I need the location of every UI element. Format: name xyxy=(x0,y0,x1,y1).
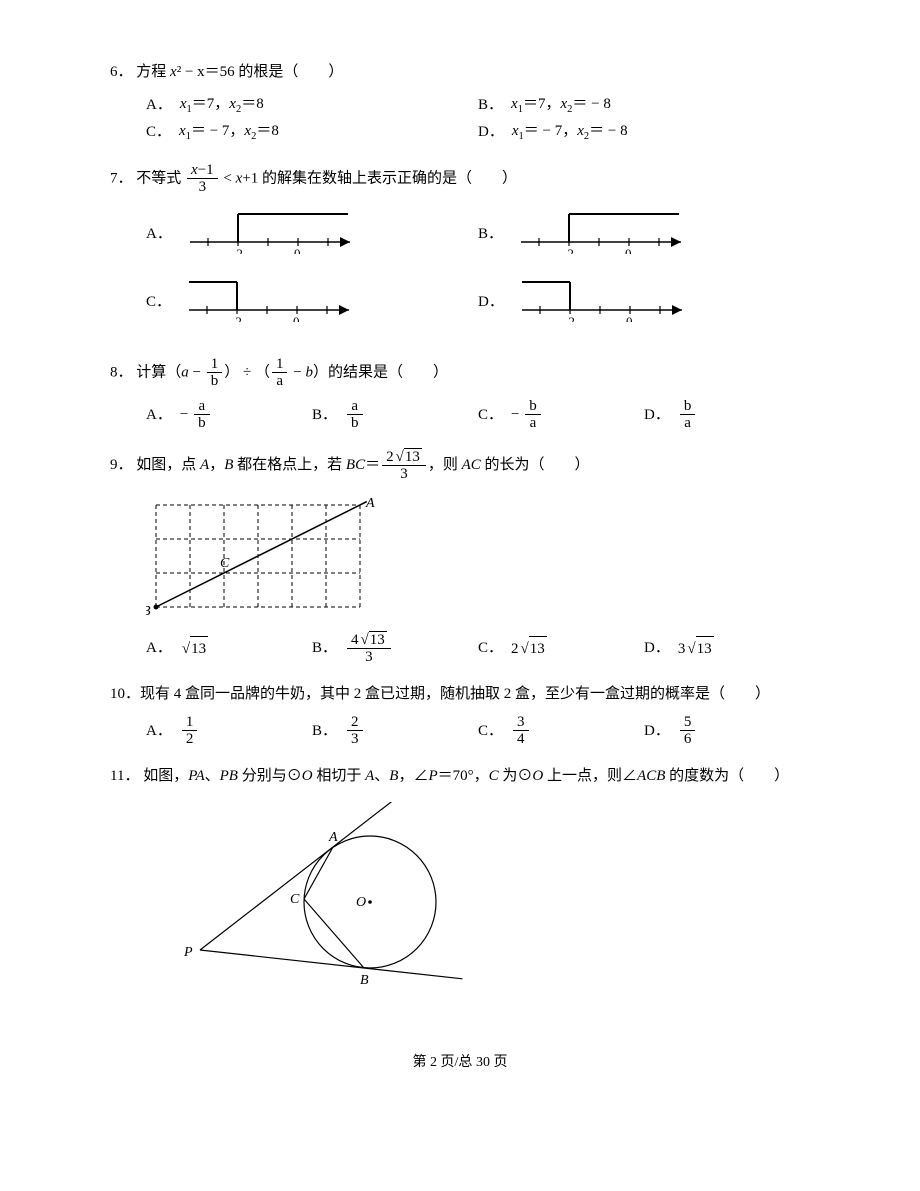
q10-opt-c: C． 34 xyxy=(478,714,644,748)
svg-text:0: 0 xyxy=(293,314,300,322)
q11-circle-figure: A B C O P xyxy=(170,802,470,1002)
q7-numline-c: -2 0 xyxy=(179,272,359,322)
svg-text:B: B xyxy=(146,604,151,619)
question-9: 9． 如图，点 A，B 都在格点上，若 BC＝2133，则 AC 的长为（ ） … xyxy=(110,448,810,666)
q10-text: 10．现有 4 盒同一品牌的牛奶，其中 2 盒已过期，随机抽取 2 盒，至少有一… xyxy=(110,682,810,706)
q10-opt-a: A． 12 xyxy=(146,714,312,748)
q8-opt-c: C． − ba xyxy=(478,398,644,432)
q11-num: 11． xyxy=(110,768,139,784)
q7-numline-d: -2 0 xyxy=(512,272,692,322)
q6-opt-a: A． x1＝7，x2＝8 xyxy=(146,92,478,119)
q8-text: 8． 计算（a − 1b） ÷ （1a − b）的结果是（ ） xyxy=(110,356,810,390)
q11-text: 11． 如图，PA、PB 分别与⊙O 相切于 A、B，∠P＝70°，C 为⊙O … xyxy=(110,764,810,788)
q7-text: 7． 不等式 x−13 < x+1 的解集在数轴上表示正确的是（ ） xyxy=(110,162,810,196)
q6-opt-c: C． x1＝ − 7，x2＝8 xyxy=(146,119,478,146)
q6-options: A． x1＝7，x2＝8 B． x1＝7，x2＝ − 8 C． x1＝ − 7，… xyxy=(110,92,810,146)
svg-text:0: 0 xyxy=(626,314,633,322)
question-11: 11． 如图，PA、PB 分别与⊙O 相切于 A、B，∠P＝70°，C 为⊙O … xyxy=(110,764,810,1002)
q7-opt-c: C． -20 xyxy=(146,272,478,322)
q9-opt-b: B． 4133 xyxy=(312,631,478,666)
q9-options: A． 13 B． 4133 C． 213 D． 313 xyxy=(110,631,810,666)
svg-text:-2: -2 xyxy=(231,314,242,322)
q8-opt-a: A． − ab xyxy=(146,398,312,432)
svg-text:B: B xyxy=(360,973,369,988)
q9-grid-figure: A B C xyxy=(146,491,376,621)
svg-text:-2: -2 xyxy=(564,314,575,322)
q10-opt-b: B． 23 xyxy=(312,714,478,748)
q8-opt-d: D． ba xyxy=(644,398,810,432)
q7-num: 7． xyxy=(110,170,133,186)
q8-num: 8． xyxy=(110,364,133,380)
q7-options: A． -20 B． -20 C． -20 D． -20 xyxy=(110,204,810,340)
q7-numline-a: -2 0 xyxy=(180,204,360,254)
question-8: 8． 计算（a − 1b） ÷ （1a − b）的结果是（ ） A． − ab … xyxy=(110,356,810,432)
svg-text:O: O xyxy=(356,895,366,910)
q7-numline-b: -2 0 xyxy=(511,204,691,254)
q7-opt-d: D． -20 xyxy=(478,272,810,322)
q8-options: A． − ab B． ab C． − ba D． ba xyxy=(110,398,810,432)
svg-text:0: 0 xyxy=(625,246,632,254)
page-footer: 第 2 页/总 30 页 xyxy=(110,1052,810,1074)
svg-text:A: A xyxy=(328,830,338,845)
svg-text:A: A xyxy=(365,496,375,511)
q10-num: 10． xyxy=(110,686,140,702)
q7-opt-b: B． -20 xyxy=(478,204,810,254)
question-10: 10．现有 4 盒同一品牌的牛奶，其中 2 盒已过期，随机抽取 2 盒，至少有一… xyxy=(110,682,810,748)
question-6: 6． 方程 x² − x＝56 的根是（ ） A． x1＝7，x2＝8 B． x… xyxy=(110,60,810,146)
svg-text:C: C xyxy=(290,892,300,907)
svg-text:C: C xyxy=(220,556,230,571)
q6-opt-d: D． x1＝ − 7，x2＝ − 8 xyxy=(478,119,810,146)
q6-opt-b: B． x1＝7，x2＝ − 8 xyxy=(478,92,810,119)
q6-num: 6． xyxy=(110,64,133,80)
svg-text:0: 0 xyxy=(294,246,301,254)
q9-opt-d: D． 313 xyxy=(644,631,810,666)
svg-text:-2: -2 xyxy=(563,246,574,254)
q7-opt-a: A． -20 xyxy=(146,204,478,254)
q9-opt-a: A． 13 xyxy=(146,631,312,666)
q8-opt-b: B． ab xyxy=(312,398,478,432)
svg-text:-2: -2 xyxy=(232,246,243,254)
q9-opt-c: C． 213 xyxy=(478,631,644,666)
question-7: 7． 不等式 x−13 < x+1 的解集在数轴上表示正确的是（ ） A． -2… xyxy=(110,162,810,340)
q9-num: 9． xyxy=(110,457,133,473)
q10-options: A． 12 B． 23 C． 34 D． 56 xyxy=(110,714,810,748)
q9-text: 9． 如图，点 A，B 都在格点上，若 BC＝2133，则 AC 的长为（ ） xyxy=(110,448,810,483)
q10-opt-d: D． 56 xyxy=(644,714,810,748)
q6-text: 6． 方程 x² − x＝56 的根是（ ） xyxy=(110,60,810,84)
svg-text:P: P xyxy=(183,945,193,960)
